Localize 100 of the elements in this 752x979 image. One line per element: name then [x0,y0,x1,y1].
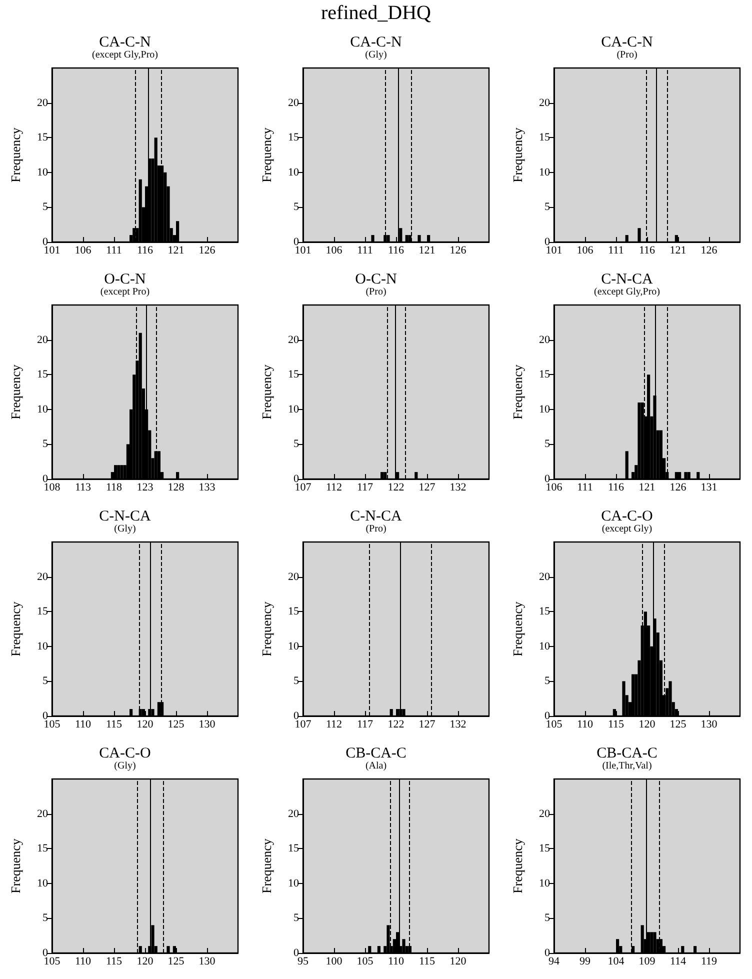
y-tick-label: 20 [539,808,550,820]
y-axis-title: Frequency [259,838,274,894]
y-axis-title: Frequency [510,601,525,656]
chart-subtitle: (except Gly,Pro) [594,286,660,298]
x-tick-label: 132 [450,718,466,730]
x-tick-label: 106 [546,482,563,494]
x-tick-label: 101 [294,244,312,256]
y-tick-label: 0 [294,947,300,959]
x-tick-label: 111 [357,244,373,256]
y-axis-title: Frequency [510,364,525,420]
chart-title: CB-CA-C [346,746,406,762]
chart-subtitle: (Ile,Thr,Val) [602,760,652,772]
x-tick-label: 123 [136,482,154,494]
chart-title: CA-C-N [99,34,151,50]
y-tick-label: 20 [288,96,300,109]
x-tick-label: 130 [198,956,216,968]
text: refined_DHQ [320,1,432,26]
y-tick-label: 20 [539,96,550,109]
x-tick-label: 109 [638,956,656,968]
x-tick-label: 105 [44,718,61,730]
chart-title: CA-C-N [601,34,653,50]
x-tick-label: 121 [418,244,436,256]
x-tick-label: 105 [44,956,61,968]
y-tick-label: 20 [288,808,300,820]
x-tick-label: 101 [546,244,562,256]
x-tick-label: 127 [418,482,436,494]
x-tick-label: 116 [608,482,625,494]
x-tick-label: 104 [608,956,625,968]
y-tick-label: 20 [288,334,300,346]
y-tick-label: 10 [37,403,48,416]
x-tick-label: 120 [136,956,154,968]
x-tick-label: 110 [576,718,594,730]
x-tick-label: 114 [670,956,687,968]
y-tick-label: 10 [539,166,550,178]
y-tick-label: 15 [539,368,550,381]
x-tick-label: 115 [418,956,436,968]
x-tick-label: 118 [106,482,123,494]
y-axis-title: Frequency [259,127,274,182]
y-tick-label: 20 [539,570,550,583]
x-tick-label: 122 [388,482,404,494]
x-tick-label: 107 [294,482,312,494]
x-tick-label: 119 [700,956,718,968]
x-tick-label: 115 [608,718,625,730]
x-tick-label: 111 [577,482,593,494]
chart-title: O-C-N [355,272,397,288]
chart-subtitle: (except Pro) [100,286,150,298]
x-tick-label: 108 [44,482,61,494]
chart-subtitle: (Gly) [114,524,136,534]
x-tick-label: 125 [168,718,185,730]
chart-subtitle: (Pro) [366,524,386,534]
y-tick-label: 10 [37,640,48,652]
x-tick-label: 126 [700,244,718,256]
y-tick-label: 15 [288,368,300,381]
chart-subtitle: (Pro) [616,50,638,60]
chart-subtitle: (Gly) [114,760,136,772]
y-tick-label: 0 [544,947,550,959]
chart-subtitle: (except Gly) [602,524,652,534]
x-tick-label: 122 [388,718,404,730]
x-tick-label: 133 [198,482,216,494]
y-tick-label: 10 [288,166,300,178]
x-tick-label: 132 [450,482,466,494]
chart-subtitle: (Gly) [365,50,387,60]
y-axis-title: Frequency [8,838,23,894]
x-tick-label: 127 [418,718,436,730]
y-axis-title: Frequency [510,838,525,894]
y-axis-title: Frequency [259,364,274,420]
x-tick-label: 115 [106,718,123,730]
y-tick-label: 15 [288,606,300,618]
y-tick-label: 10 [37,877,48,890]
x-tick-label: 130 [700,718,718,730]
x-tick-label: 95 [298,956,309,968]
x-tick-label: 126 [670,482,687,494]
y-tick-label: 15 [37,368,48,381]
x-tick-label: 126 [198,244,216,256]
chart-subtitle: (Pro) [366,286,386,298]
y-tick-label: 15 [539,842,550,855]
chart-title: C-N-CA [99,508,151,524]
y-tick-label: 15 [288,842,300,855]
x-tick-label: 101 [44,244,60,256]
y-tick-label: 20 [539,334,550,346]
x-tick-label: 111 [106,244,122,256]
x-tick-label: 125 [670,718,687,730]
chart-title: CB-CA-C [596,746,658,762]
y-axis-title: Frequency [510,127,525,182]
x-tick-label: 105 [546,718,563,730]
chart-subtitle: (Ala) [365,760,387,772]
y-tick-label: 10 [288,877,300,890]
y-tick-label: 20 [37,334,48,346]
x-tick-label: 105 [356,956,374,968]
x-tick-label: 126 [450,244,467,256]
chart-title: CA-C-O [601,508,653,524]
x-tick-label: 99 [580,956,591,968]
y-tick-label: 20 [37,96,48,109]
x-tick-label: 117 [356,718,374,730]
y-axis-title: Frequency [8,364,23,420]
chart-subtitle: (except Gly,Pro) [92,50,158,60]
y-tick-label: 15 [539,606,550,618]
y-axis-title: Frequency [8,127,23,182]
chart-title: O-C-N [104,272,146,288]
y-tick-label: 20 [37,808,48,820]
